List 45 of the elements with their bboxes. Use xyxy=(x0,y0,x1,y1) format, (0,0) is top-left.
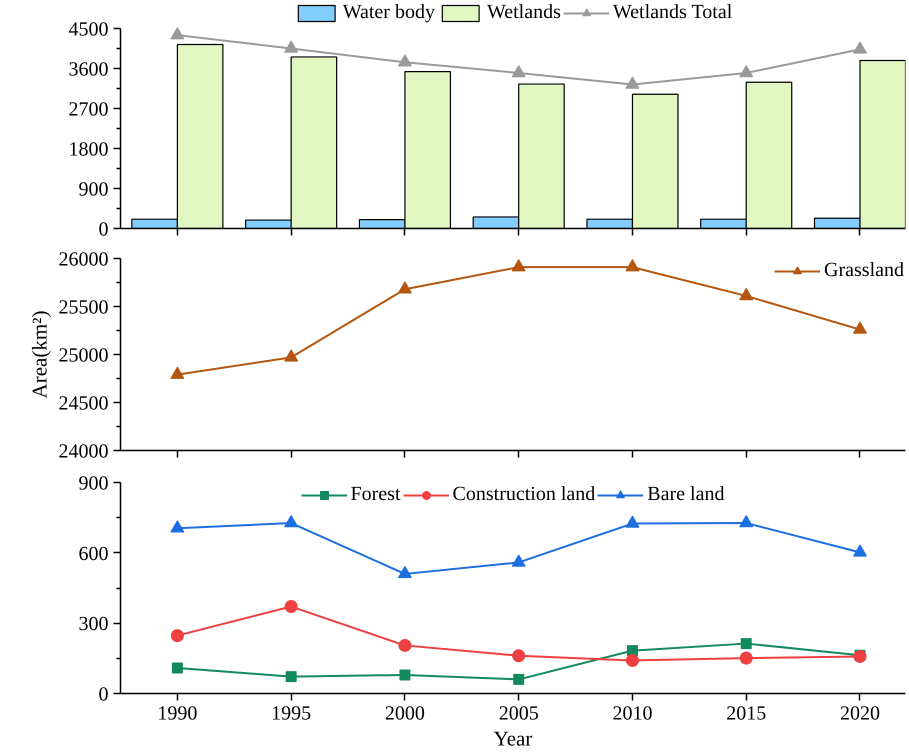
x-tick-label: 2000 xyxy=(384,702,425,724)
point xyxy=(852,322,867,334)
x-tick-label: 1995 xyxy=(271,702,312,724)
y-tick-label: 600 xyxy=(78,542,108,565)
x-tick-label: 2020 xyxy=(840,702,880,724)
y-tick-label: 900 xyxy=(78,472,108,494)
y-tick-label: 26000 xyxy=(58,248,108,270)
x-tick-label: 2015 xyxy=(726,702,766,724)
point xyxy=(852,41,867,54)
legend-label: Forest xyxy=(350,483,401,506)
x-tick-label: 2010 xyxy=(612,702,652,724)
x-axis-title: Year xyxy=(494,726,532,750)
legend-label: Wetlands Total xyxy=(612,1,732,24)
point xyxy=(739,64,754,78)
y-tick-label: 900 xyxy=(78,178,108,200)
y-tick-label: 3600 xyxy=(68,58,108,80)
point xyxy=(170,27,184,40)
legend-label: Water body xyxy=(342,1,435,24)
y-tick-label: 25500 xyxy=(58,296,108,318)
point xyxy=(625,76,640,89)
y-axis-title: Area(km²) xyxy=(28,310,52,398)
point xyxy=(398,54,412,67)
y-tick-label: 0 xyxy=(98,684,108,706)
y-tick-label: 2700 xyxy=(68,98,108,120)
y-tick-label: 24000 xyxy=(58,440,108,462)
legend-label: Bare land xyxy=(647,483,724,506)
point xyxy=(284,40,298,53)
y-tick-label: 4500 xyxy=(68,18,108,40)
legend-label: Grassland xyxy=(824,259,904,282)
point xyxy=(398,281,412,294)
legend-label: Construction land xyxy=(452,483,596,506)
x-tick-label: 1990 xyxy=(157,702,198,724)
point xyxy=(512,64,526,78)
point xyxy=(625,259,640,272)
legend-label: Wetlands xyxy=(486,1,561,24)
point xyxy=(512,259,526,272)
point xyxy=(739,288,754,300)
y-tick-label: 25000 xyxy=(58,344,108,366)
point xyxy=(284,349,298,362)
y-tick-label: 300 xyxy=(78,613,108,636)
x-tick-label: 2005 xyxy=(498,702,539,724)
y-tick-label: 0 xyxy=(98,218,108,240)
point xyxy=(170,366,184,379)
y-tick-label: 1800 xyxy=(68,138,108,160)
y-tick-label: 24500 xyxy=(58,392,108,414)
